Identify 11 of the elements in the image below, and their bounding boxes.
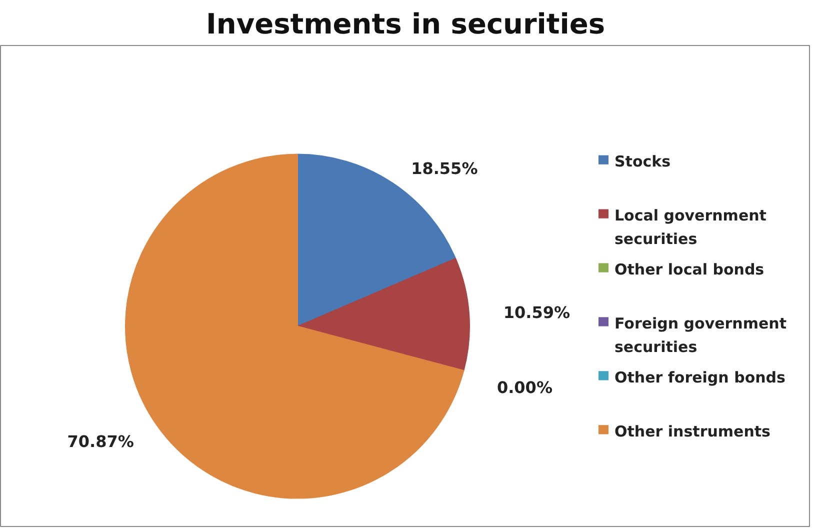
legend-label: Stocks xyxy=(614,152,671,171)
legend-label: Other instruments xyxy=(614,422,771,440)
legend-label: Foreign government securities xyxy=(614,314,787,356)
data-label: 18.55% xyxy=(411,159,478,178)
data-label: 70.87% xyxy=(67,432,134,451)
text: 0.00% xyxy=(496,378,552,398)
data-label: 10.59% xyxy=(503,303,570,322)
chart-title: Investments in securities xyxy=(206,8,606,40)
legend-label: Local government securities xyxy=(614,206,766,248)
legend-label: Other local bonds xyxy=(614,260,764,278)
legend-label: Other foreign bonds xyxy=(614,368,786,386)
